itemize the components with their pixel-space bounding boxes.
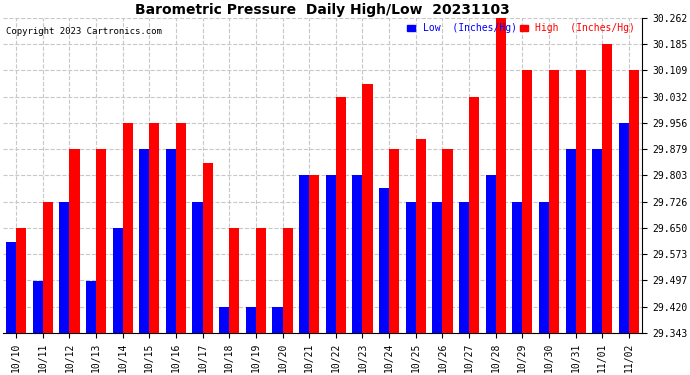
Bar: [193, 202, 203, 333]
Bar: [273, 307, 282, 333]
Bar: [486, 176, 495, 333]
Bar: [123, 123, 132, 333]
Bar: [96, 149, 106, 333]
Bar: [229, 228, 239, 333]
Bar: [362, 84, 373, 333]
Bar: [592, 149, 602, 333]
Bar: [549, 70, 559, 333]
Bar: [442, 149, 453, 333]
Bar: [70, 149, 79, 333]
Bar: [619, 123, 629, 333]
Text: Copyright 2023 Cartronics.com: Copyright 2023 Cartronics.com: [6, 27, 162, 36]
Bar: [416, 139, 426, 333]
Bar: [16, 228, 26, 333]
Bar: [389, 149, 400, 333]
Title: Barometric Pressure  Daily High/Low  20231103: Barometric Pressure Daily High/Low 20231…: [135, 3, 510, 17]
Bar: [602, 44, 613, 333]
Bar: [575, 70, 586, 333]
Bar: [256, 228, 266, 333]
Bar: [629, 70, 639, 333]
Bar: [566, 149, 575, 333]
Bar: [299, 176, 309, 333]
Bar: [176, 123, 186, 333]
Bar: [353, 176, 362, 333]
Bar: [512, 202, 522, 333]
Legend: Low  (Inches/Hg), High  (Inches/Hg): Low (Inches/Hg), High (Inches/Hg): [404, 20, 639, 37]
Bar: [495, 18, 506, 333]
Bar: [43, 202, 53, 333]
Bar: [433, 202, 442, 333]
Bar: [86, 280, 96, 333]
Bar: [149, 123, 159, 333]
Bar: [6, 242, 16, 333]
Bar: [282, 228, 293, 333]
Bar: [112, 228, 123, 333]
Bar: [166, 149, 176, 333]
Bar: [203, 164, 213, 333]
Bar: [459, 202, 469, 333]
Bar: [379, 188, 389, 333]
Bar: [469, 97, 479, 333]
Bar: [326, 176, 336, 333]
Bar: [539, 202, 549, 333]
Bar: [336, 97, 346, 333]
Bar: [522, 70, 533, 333]
Bar: [59, 202, 70, 333]
Bar: [139, 149, 149, 333]
Bar: [309, 176, 319, 333]
Bar: [219, 307, 229, 333]
Bar: [246, 307, 256, 333]
Bar: [32, 280, 43, 333]
Bar: [406, 202, 416, 333]
